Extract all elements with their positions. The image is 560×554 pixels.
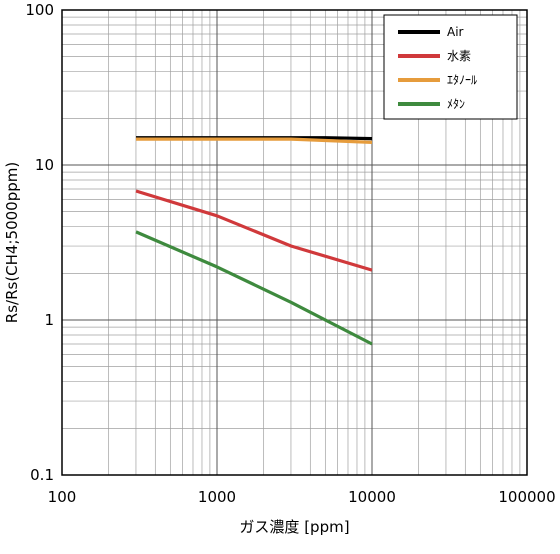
- y-tick-labels: 0.1 1 10 100: [25, 1, 54, 484]
- series-line-2: [135, 189, 373, 272]
- legend-items: Air 水素 ｴﾀﾉｰﾙ ﾒﾀﾝ: [398, 25, 477, 111]
- legend-label: ﾒﾀﾝ: [447, 97, 465, 111]
- x-tick-label: 1000: [198, 488, 236, 506]
- x-tick-label: 100000: [498, 488, 555, 506]
- x-tick-label: 10000: [348, 488, 396, 506]
- series-layer: [135, 136, 373, 346]
- legend: Air 水素 ｴﾀﾉｰﾙ ﾒﾀﾝ: [383, 14, 518, 120]
- x-axis-title: ガス濃度 [ppm]: [239, 518, 349, 536]
- y-tick-label: 0.1: [30, 466, 54, 484]
- legend-label: Air: [447, 25, 464, 39]
- series-line-3: [136, 137, 373, 144]
- plot-frame: [61, 9, 528, 476]
- y-tick-label: 10: [35, 156, 54, 174]
- y-tick-label: 1: [44, 311, 54, 329]
- legend-label: ｴﾀﾉｰﾙ: [447, 73, 477, 87]
- y-tick-label: 100: [25, 1, 54, 19]
- x-tick-labels: 100 1000 10000 100000: [48, 488, 556, 506]
- x-tick-label: 100: [48, 488, 77, 506]
- series-line-4: [135, 230, 373, 346]
- y-axis-title: Rs/Rs(CH4;5000ppm): [3, 162, 21, 323]
- legend-label: 水素: [447, 49, 471, 63]
